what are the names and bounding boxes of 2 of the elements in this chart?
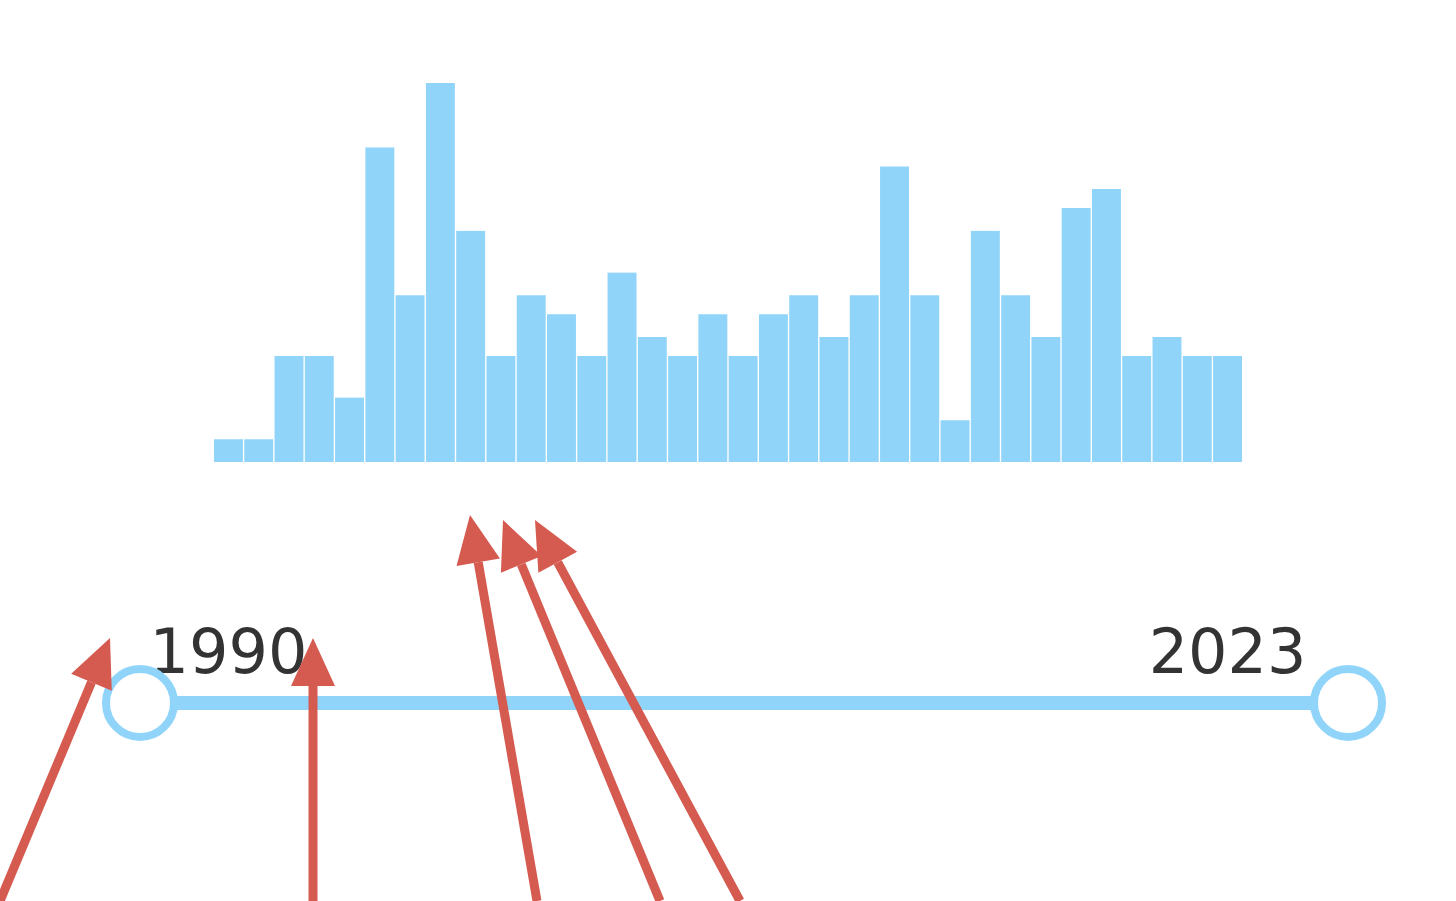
- x-tick-label: 1990: [149, 615, 308, 689]
- x-tick-label: 2023: [1148, 615, 1307, 689]
